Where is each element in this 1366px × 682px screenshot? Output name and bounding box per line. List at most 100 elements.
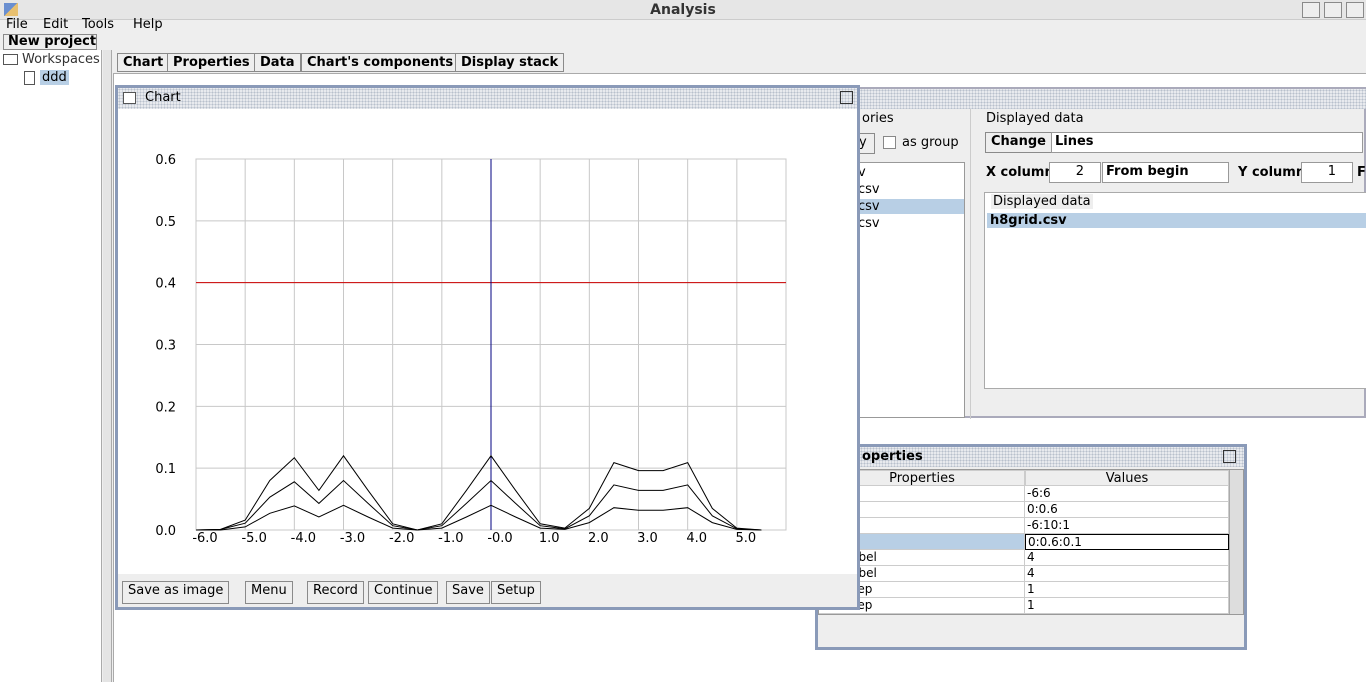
- x-tick-label: 4.0: [686, 531, 707, 546]
- window-title: operties: [862, 449, 923, 464]
- menu-item[interactable]: Tools: [82, 17, 115, 32]
- plot-type-combo[interactable]: Lines: [1051, 132, 1363, 153]
- tab[interactable]: Data: [254, 53, 301, 72]
- button[interactable]: Setup: [491, 581, 541, 604]
- checkbox[interactable]: [883, 136, 896, 149]
- scrollbar[interactable]: [1229, 470, 1243, 614]
- close[interactable]: [1346, 2, 1364, 18]
- y-tick-label: 0.2: [155, 400, 176, 415]
- combo-value: From begin: [1106, 164, 1189, 179]
- plot-background: [118, 109, 857, 574]
- window-title-bar: operties: [818, 447, 1244, 467]
- x-tick-label: -6.0: [192, 531, 217, 546]
- combo-value: Lines: [1055, 134, 1094, 149]
- x-column-spinner[interactable]: 2: [1049, 162, 1101, 183]
- value-cell[interactable]: 4: [1025, 550, 1229, 566]
- y-tick-label: 0.0: [155, 524, 176, 539]
- y-tick-label: 0.1: [155, 462, 176, 477]
- column-header: Properties: [819, 470, 1025, 486]
- new-project-button[interactable]: New project: [3, 34, 97, 50]
- list-item[interactable]: csv: [856, 199, 964, 214]
- file-list: v csv csv csv: [855, 162, 965, 418]
- close-button[interactable]: [840, 91, 853, 104]
- x-tick-label: -4.0: [291, 531, 316, 546]
- x-tick-label: -3.0: [340, 531, 365, 546]
- button[interactable]: Record: [307, 581, 364, 604]
- y-tick-label: 0.5: [155, 215, 176, 230]
- window-title-bar: [857, 89, 1366, 109]
- y-tick-label: 0.4: [155, 277, 176, 292]
- y-tick-label: 0.6: [155, 153, 176, 168]
- y-tick-label: 0.3: [155, 339, 176, 354]
- list-item[interactable]: h8grid.csv: [987, 213, 1366, 228]
- value-cell[interactable]: 0:0.6:0.1: [1025, 534, 1229, 550]
- x-tick-label: 2.0: [588, 531, 609, 546]
- column-header: Values: [1025, 470, 1229, 486]
- value-cell[interactable]: 0:0.6: [1025, 502, 1229, 518]
- list-item[interactable]: csv: [858, 216, 880, 231]
- x-tick-label: 3.0: [637, 531, 658, 546]
- maximize[interactable]: [1324, 2, 1342, 18]
- label: Displayed data: [986, 111, 1084, 126]
- button[interactable]: Menu: [245, 581, 293, 604]
- spinner-value: 2: [1075, 164, 1084, 179]
- file-icon: [24, 71, 35, 85]
- y-column-spinner[interactable]: 1: [1301, 162, 1353, 183]
- properties-table: Properties Values e-6:6e0:0.6-6:10:10:0.…: [818, 469, 1244, 615]
- series-line: [195, 454, 762, 531]
- chart-window: Chart 0.0 0.1 0.2 0.3 0.4 0.5 0.6 -6.0 -5.0 -4.0 -…: [115, 85, 860, 610]
- button[interactable]: Save: [446, 581, 490, 604]
- property-cell[interactable]: [819, 518, 1025, 534]
- value-cell[interactable]: 1: [1025, 598, 1229, 614]
- label: X column: [986, 165, 1054, 180]
- chart: 0.0 0.1 0.2 0.3 0.4 0.5 0.6 -6.0 -5.0 -4.0 -3.0 -2.…: [118, 109, 857, 574]
- tree-item[interactable]: ddd: [40, 70, 69, 85]
- divider: [970, 109, 971, 419]
- x-tick-label: -2.0: [389, 531, 414, 546]
- value-cell[interactable]: 1: [1025, 582, 1229, 598]
- minimize[interactable]: [1302, 2, 1320, 18]
- displayed-group: Displayed data h8grid.csv: [984, 192, 1366, 389]
- menu-item[interactable]: Edit: [43, 17, 69, 32]
- property-cell[interactable]: [819, 534, 1025, 550]
- data-window: ories y as group v csv csv csv Displayed…: [853, 87, 1366, 419]
- list-item[interactable]: csv: [858, 182, 880, 197]
- tab[interactable]: Properties: [167, 53, 256, 72]
- series-line: [195, 479, 762, 531]
- x-tick-label: 1.0: [539, 531, 560, 546]
- x-tick-label: -1.0: [438, 531, 463, 546]
- folder-icon: [3, 54, 18, 65]
- tab[interactable]: Display stack: [455, 53, 565, 72]
- checkbox-label: as group: [902, 135, 959, 150]
- x-tick-label: -5.0: [241, 531, 266, 546]
- title-bar: Analysis: [0, 0, 1366, 20]
- x-tick-label: 5.0: [735, 531, 756, 546]
- from-combo[interactable]: From begin: [1102, 162, 1229, 183]
- window-title: Chart: [145, 90, 181, 105]
- tab[interactable]: Chart: [117, 53, 170, 72]
- splitter[interactable]: [103, 50, 112, 682]
- tree-root[interactable]: Workspaces: [22, 52, 100, 67]
- x-tick-label: -0.0: [487, 531, 512, 546]
- group-title: Displayed data: [991, 194, 1093, 209]
- label: F: [1357, 165, 1366, 180]
- value-cell[interactable]: -6:6: [1025, 486, 1229, 502]
- menu-item[interactable]: File: [6, 17, 28, 32]
- value-cell[interactable]: -6:10:1: [1025, 518, 1229, 534]
- app-icon: [4, 3, 18, 16]
- window-title-bar: Chart: [118, 88, 857, 109]
- button[interactable]: Continue: [368, 581, 439, 604]
- change-button[interactable]: Change: [985, 132, 1052, 153]
- value-cell[interactable]: 4: [1025, 566, 1229, 582]
- menu-item[interactable]: Help: [133, 17, 163, 32]
- list-item[interactable]: v: [858, 165, 866, 180]
- button[interactable]: Save as image: [122, 581, 230, 604]
- tab[interactable]: Chart's components: [301, 53, 460, 72]
- label: Y column: [1238, 165, 1306, 180]
- close-button[interactable]: [1223, 450, 1236, 463]
- properties-window: operties Properties Values e-6:6e0:0.6-6…: [815, 444, 1247, 650]
- window-title: Analysis: [650, 2, 716, 18]
- label: ories: [862, 111, 894, 126]
- spinner-value: 1: [1327, 164, 1336, 179]
